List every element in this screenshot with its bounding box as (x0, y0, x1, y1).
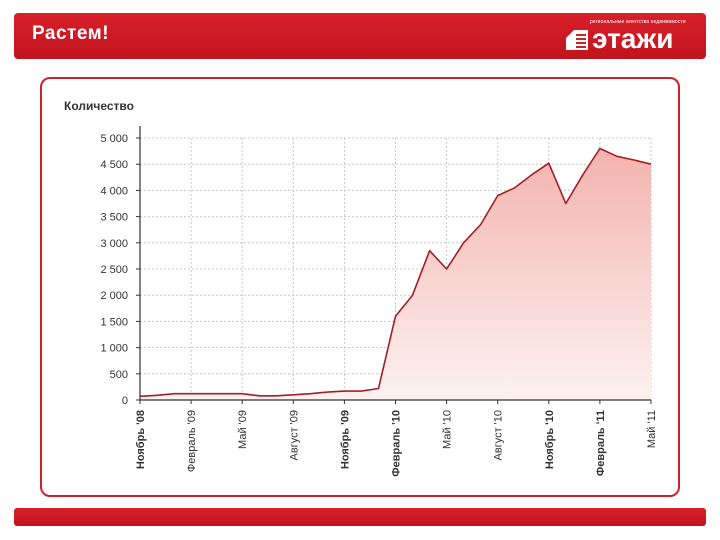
y-tick-label: 3 500 (100, 212, 128, 224)
series-line (139, 147, 652, 398)
x-tick-label: Ноябрь '08 (135, 410, 147, 469)
y-tick-label: 3 000 (100, 238, 128, 250)
x-tick-label: Август '10 (493, 410, 505, 461)
y-tick-label: 4 000 (100, 185, 128, 197)
y-tick-label: 5 000 (100, 133, 128, 145)
x-tick-label: Февраль '11 (595, 410, 607, 476)
x-tick-label: Май '11 (646, 410, 658, 448)
y-tick-label: 1 000 (100, 343, 128, 355)
building-mark-icon (566, 30, 588, 50)
x-tick-label: Май '09 (237, 410, 249, 449)
logo-wordmark: этажи (592, 23, 674, 54)
y-tick-label: 4 500 (100, 159, 128, 171)
x-tick-label: Февраль '09 (186, 410, 198, 472)
area-chart: Количество 0 500 1 000 1 500 2 000 2 500 3 000… (64, 99, 658, 477)
etazhi-logo: региональные агентства недвижимости этаж… (566, 19, 696, 55)
chart-card: Количество 0 500 1 000 1 500 2 000 2 500 3 000… (40, 77, 680, 497)
area-fill (140, 148, 651, 400)
page-title: Растем! (32, 23, 110, 44)
x-tick-label: Май '10 (442, 410, 454, 449)
y-tick-label: 2 500 (100, 264, 128, 276)
y-axis-label: Количество (64, 99, 134, 113)
y-tick-label: 1 500 (100, 316, 128, 328)
x-tick-label: Февраль '10 (391, 410, 403, 477)
header-bar: Растем! региональные агентства недвижимо… (14, 13, 706, 59)
y-tick-label: 500 (110, 369, 128, 381)
x-tick-label: Ноябрь '09 (339, 410, 351, 469)
x-tick-label: Август '09 (288, 410, 300, 461)
logo-tagline: региональные агентства недвижимости (590, 19, 686, 25)
y-tick-label: 2 000 (100, 290, 128, 302)
footer-bar (14, 508, 706, 526)
y-tick-label: 0 (122, 395, 128, 407)
x-tick-label: Ноябрь '10 (544, 410, 556, 469)
